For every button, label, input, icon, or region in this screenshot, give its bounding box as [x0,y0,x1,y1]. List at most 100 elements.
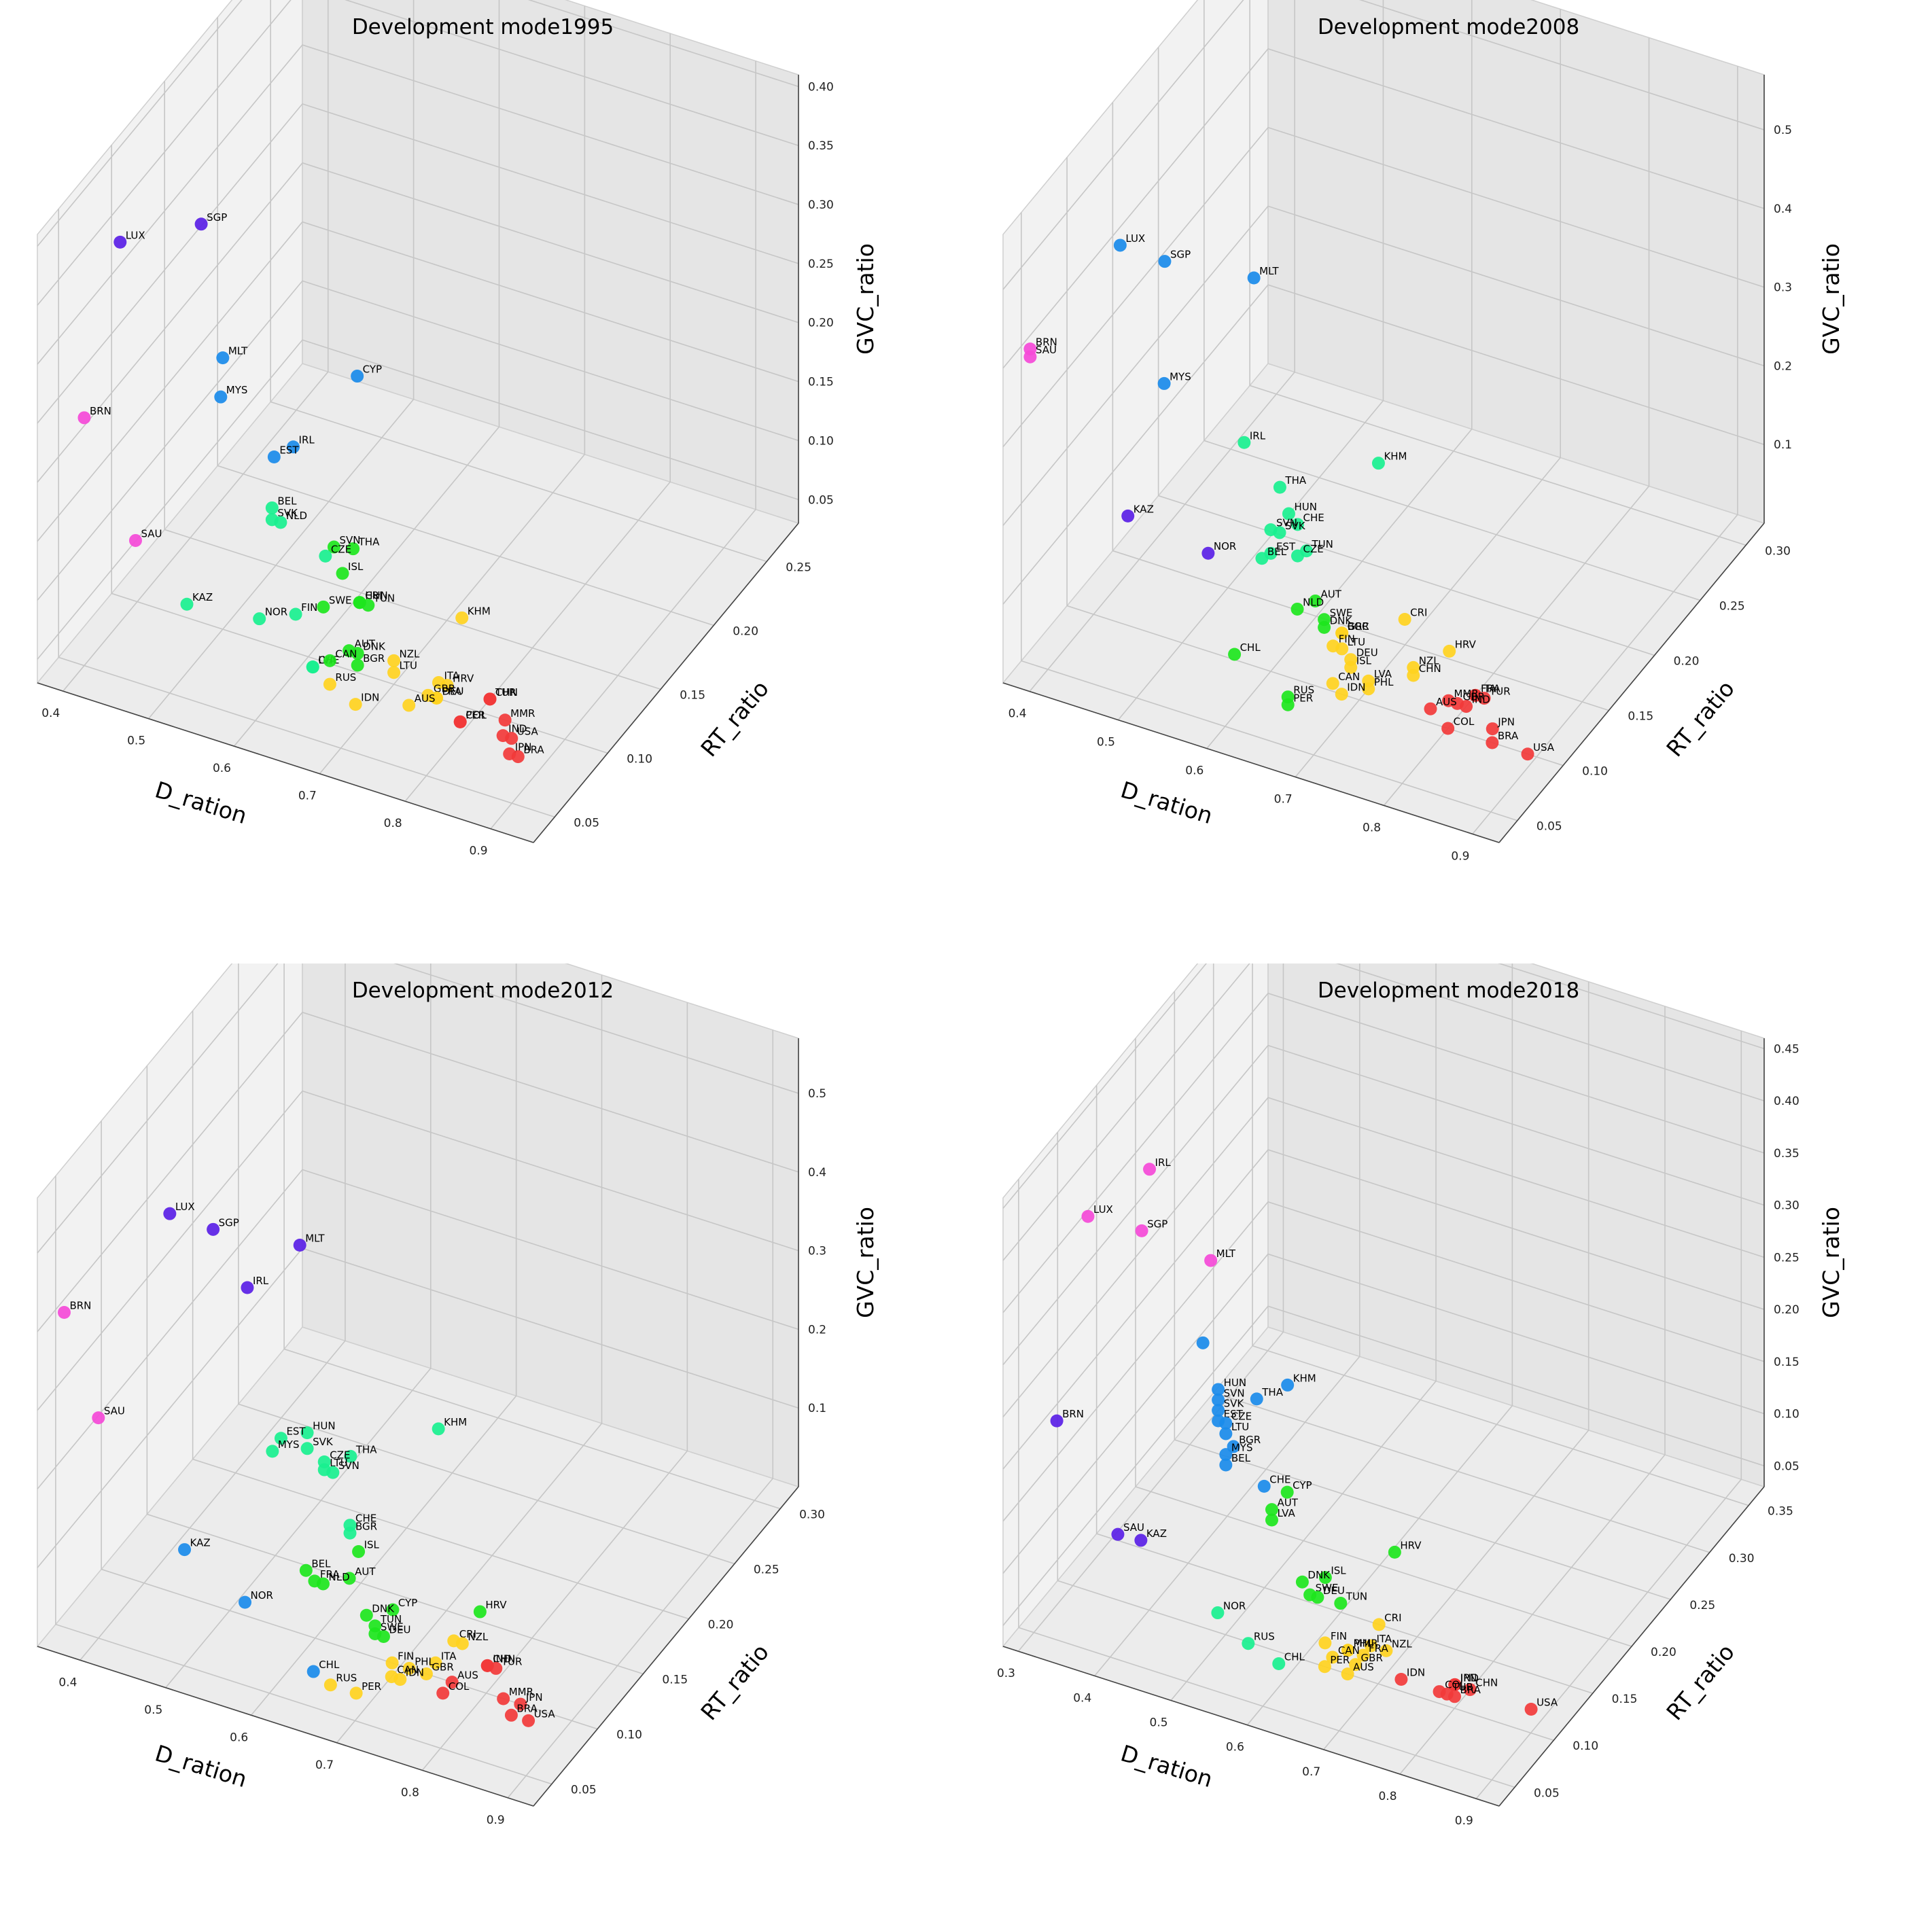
point-label: AUT [1277,1497,1298,1509]
point-label: NLD [1303,596,1324,608]
data-point [387,654,401,667]
data-point [289,607,302,621]
x-tick-label: 0.5 [144,1703,162,1717]
point-label: SVK [313,1436,334,1448]
data-point [1121,509,1135,523]
data-point [393,1673,407,1686]
data-point [239,1595,252,1609]
chart-2008: 0.4 0.5 0.6 0.7 0.8 0.9 0.05 0.10 0.15 0.20 0.25 0.… [1002,0,1844,863]
data-point [1212,1393,1225,1407]
y-tick-label: 0.25 [754,1563,779,1576]
z-tick-label: 0.3 [808,1245,826,1258]
chart-title: Development mode2012 [351,978,614,1003]
data-point [1135,1224,1148,1237]
point-label: KAZ [1134,503,1154,515]
data-point [266,1445,279,1458]
x-gridline [1170,964,1437,1701]
data-point [1441,722,1455,735]
data-point [343,1572,356,1585]
point-label: HRV [453,673,474,685]
data-point [387,666,401,679]
z-gridline [1002,48,1765,369]
z-tick-label: 0.5 [808,1087,826,1101]
y-tick-label: 0.15 [680,688,705,702]
point-label: EST [286,1426,306,1438]
data-point [1398,613,1411,626]
x-gridline [1206,0,1473,749]
x-tick-label: 0.8 [1378,1790,1397,1803]
z-axis-label: GVC_ratio [1818,243,1844,355]
chart-panel-1995: Development mode1995 0.4 0.5 0.6 0.7 0.8 0.9 0… [0,0,966,964]
point-label: MLT [1259,265,1279,277]
point-label: IRL [1250,429,1266,442]
point-label: NZL [400,648,420,660]
data-point [287,440,300,454]
y-tick-label: 0.20 [733,624,758,638]
point-label: JPN [1460,1672,1477,1684]
point-label: GBR [1463,690,1485,703]
point-label: KAZ [1146,1527,1167,1540]
data-point [483,692,497,706]
point-label: BEL [1267,546,1287,558]
point-label: MYS [278,1438,300,1451]
z-tick-label: 0.2 [808,1323,826,1337]
point-label: AUS [1353,1661,1374,1674]
x-tick-label: 0.6 [213,762,231,775]
data-point [336,567,349,580]
x-gridline [421,1002,688,1771]
point-label: USA [534,1708,556,1720]
data-point [1486,736,1499,749]
point-label: LUX [126,229,145,241]
x-tick-label: 0.4 [41,707,60,720]
z-gridline [1002,1149,1765,1470]
point-label: BRN [90,405,111,417]
data-point [317,600,330,614]
data-point [1335,688,1348,701]
data-point [1212,1404,1225,1417]
data-point [1335,642,1349,656]
point-label: JPN [514,741,532,754]
data-point [1081,1209,1095,1223]
data-point [1050,1414,1064,1428]
point-label: NZL [468,1631,488,1643]
data-point [1211,1606,1225,1620]
x-tick-label: 0.9 [487,1814,505,1827]
point-label: ISL [348,561,364,573]
x-tick-label: 0.5 [1097,736,1115,749]
y-tick-label: 0.30 [1729,1552,1755,1566]
point-label: SVK [1224,1398,1245,1410]
data-point [323,1678,337,1692]
data-point [1371,457,1385,470]
z-gridline [37,1090,799,1411]
data-point [440,679,454,692]
point-label: CHL [1284,1651,1305,1663]
point-label: BGR [1348,620,1369,633]
point-label: SVN [1276,517,1297,529]
y-gridline [1252,964,1749,1506]
data-point [445,1676,459,1689]
data-point [1448,1690,1462,1703]
point-label: HRV [1400,1539,1422,1551]
point-label: BRN [1062,1408,1084,1420]
point-label: BRN [69,1299,91,1311]
z-gridline [1002,126,1765,448]
point-label: LTU [330,1457,347,1469]
point-label: SWE [1330,607,1353,619]
data-point [1362,682,1375,696]
point-label: MYS [226,384,248,396]
z-gridline [37,280,799,601]
point-label: CYP [398,1597,417,1609]
point-label: CHN [1475,1677,1498,1689]
point-label: CRI [365,590,382,602]
point-label: MLT [305,1232,325,1244]
point-label: SAU [1123,1521,1144,1534]
x-gridline [507,1029,774,1799]
point-label: TUN [1346,1591,1367,1603]
z-tick-label: 0.35 [808,139,834,153]
data-point [1326,677,1339,690]
data-point [362,599,375,612]
z-tick-label: 0.20 [808,317,834,330]
point-label: JPN [525,1691,543,1703]
point-label: SAU [104,1405,125,1417]
z-tick-label: 0.05 [1774,1460,1799,1473]
